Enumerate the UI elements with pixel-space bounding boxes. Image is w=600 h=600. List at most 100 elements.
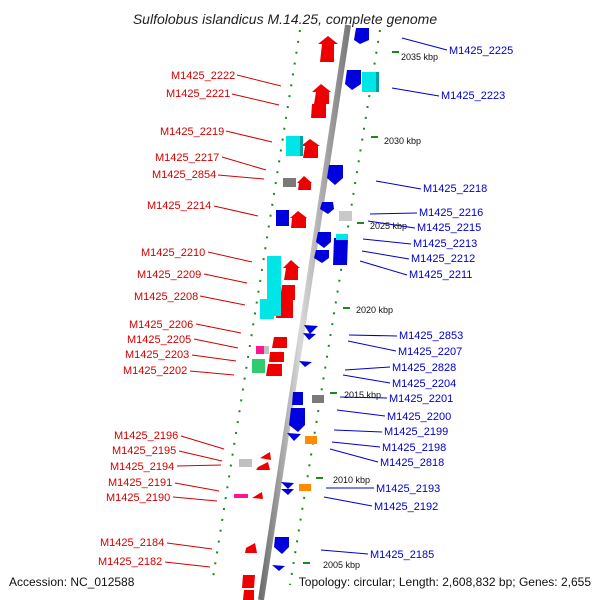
gene-arrow-reverse[interactable]	[316, 232, 331, 248]
gene-arrow-reverse[interactable]	[289, 408, 305, 432]
gene-label[interactable]: M1425_2206	[129, 319, 193, 331]
gene-label[interactable]: M1425_2221	[166, 88, 230, 100]
gene-arrow-forward[interactable]	[297, 176, 312, 183]
gene-arrow-forward[interactable]	[245, 543, 257, 553]
gene-arrow-reverse[interactable]	[281, 489, 294, 495]
gene-label[interactable]: M1425_2204	[392, 378, 456, 390]
kbp-label: 2030 kbp	[384, 136, 421, 146]
gene-label[interactable]: M1425_2223	[441, 90, 505, 102]
pseudo-gene[interactable]	[283, 178, 296, 187]
gene-label[interactable]: M1425_2184	[100, 537, 164, 549]
gene-arrow-reverse[interactable]	[314, 250, 329, 263]
gene-label[interactable]: M1425_2222	[171, 70, 235, 82]
gene-arrow-forward[interactable]	[311, 104, 326, 118]
gene-arrow-reverse[interactable]	[274, 537, 289, 554]
reverse-strand-features	[272, 28, 369, 571]
pseudo-gene[interactable]	[312, 395, 324, 403]
gene-arrow-reverse[interactable]	[333, 238, 348, 265]
gene-block-reverse[interactable]	[276, 210, 289, 226]
rna-feature[interactable]	[362, 72, 376, 92]
gene-arrow-forward[interactable]	[243, 590, 254, 600]
gene-arrow-forward[interactable]	[252, 492, 263, 499]
gene-label[interactable]: M1425_2200	[387, 411, 451, 423]
rna-feature[interactable]	[336, 234, 348, 240]
gene-label[interactable]: M1425_2201	[389, 393, 453, 405]
gene-label[interactable]: M1425_2192	[374, 501, 438, 513]
misc-feature[interactable]	[252, 359, 265, 373]
gene-arrow-forward[interactable]	[242, 575, 255, 588]
gene-arrow-forward[interactable]	[272, 337, 287, 348]
gene-arrow-forward[interactable]	[314, 92, 329, 104]
gene-label[interactable]: M1425_2182	[98, 556, 162, 568]
topology-summary: Topology: circular; Length: 2,608,832 bp…	[299, 575, 592, 589]
pseudo-gene[interactable]	[239, 459, 252, 467]
gene-arrow-reverse[interactable]	[320, 202, 334, 214]
rna-feature[interactable]	[260, 299, 274, 319]
gene-arrow-forward[interactable]	[298, 183, 311, 190]
gene-arrow-forward[interactable]	[280, 285, 295, 300]
gene-label[interactable]: M1425_2207	[398, 346, 462, 358]
pseudo-gene[interactable]	[339, 211, 352, 221]
gene-label[interactable]: M1425_2194	[110, 461, 174, 473]
gene-label[interactable]: M1425_2211	[409, 269, 472, 281]
misc-feature[interactable]	[305, 436, 317, 444]
gene-label[interactable]: M1425_2185	[370, 549, 434, 561]
gene-arrow-forward[interactable]	[301, 139, 320, 146]
gene-label[interactable]: M1425_2217	[155, 152, 219, 164]
gene-label[interactable]: M1425_2212	[411, 253, 475, 265]
gene-arrow-reverse[interactable]	[272, 565, 285, 571]
gene-label[interactable]: M1425_2205	[127, 334, 191, 346]
gene-label[interactable]: M1425_2216	[419, 207, 483, 219]
misc-feature[interactable]	[234, 494, 248, 498]
gene-arrow-forward[interactable]	[320, 44, 334, 62]
gene-label[interactable]: M1425_2219	[160, 126, 224, 138]
gene-label[interactable]: M1425_2203	[125, 349, 189, 361]
gene-arrow-forward[interactable]	[318, 36, 338, 44]
gene-label[interactable]: M1425_2209	[137, 269, 201, 281]
gene-arrow-reverse[interactable]	[345, 70, 361, 90]
gene-label[interactable]: M1425_2193	[376, 483, 440, 495]
gene-label[interactable]: M1425_2225	[449, 45, 513, 57]
gene-arrow-forward[interactable]	[312, 84, 331, 92]
gene-arrow-reverse[interactable]	[327, 165, 343, 185]
left-leader-lines	[164, 74, 282, 568]
gene-arrow-reverse[interactable]	[299, 361, 312, 367]
gene-label[interactable]: M1425_2218	[423, 183, 487, 195]
gene-arrow-forward[interactable]	[266, 364, 282, 376]
gene-arrow-forward[interactable]	[290, 211, 307, 218]
rna-feature[interactable]	[286, 136, 300, 156]
gene-arrow-forward[interactable]	[283, 260, 300, 268]
gene-arrow-reverse[interactable]	[354, 28, 369, 44]
gene-label[interactable]: M1425_2854	[152, 169, 216, 181]
gene-label[interactable]: M1425_2198	[382, 442, 446, 454]
gene-arrow-forward[interactable]	[303, 146, 318, 158]
gene-arrow-forward[interactable]	[260, 452, 271, 460]
gene-label[interactable]: M1425_2195	[112, 445, 176, 457]
gene-label[interactable]: M1425_2196	[114, 430, 178, 442]
gene-arrow-reverse[interactable]	[287, 433, 301, 441]
gene-label[interactable]: M1425_2208	[134, 291, 198, 303]
gene-label[interactable]: M1425_2215	[417, 222, 481, 234]
misc-feature[interactable]	[256, 346, 264, 354]
gene-label[interactable]: M1425_2818	[380, 457, 444, 469]
gene-label[interactable]: M1425_2190	[106, 492, 170, 504]
gene-arrow-forward[interactable]	[256, 462, 270, 470]
gene-arrow-forward[interactable]	[284, 268, 298, 280]
gene-arrow-forward[interactable]	[291, 218, 306, 228]
gene-label[interactable]: M1425_2202	[123, 365, 187, 377]
gene-arrow-reverse[interactable]	[303, 333, 316, 340]
gene-label[interactable]: M1425_2828	[392, 362, 456, 374]
right-gene-labels: M1425_2225 M1425_2223 M1425_2218 M1425_2…	[370, 45, 513, 561]
gene-label[interactable]: M1425_2199	[384, 426, 448, 438]
map-title: Sulfolobus islandicus M.14.25, complete …	[133, 11, 438, 27]
gene-arrow-reverse[interactable]	[292, 392, 303, 405]
gene-label[interactable]: M1425_2213	[413, 238, 477, 250]
gene-label[interactable]: M1425_2853	[399, 330, 463, 342]
gene-label[interactable]: M1425_2191	[108, 477, 172, 489]
gene-arrow-reverse[interactable]	[304, 325, 318, 334]
misc-feature[interactable]	[299, 484, 311, 491]
gene-arrow-reverse[interactable]	[281, 482, 294, 489]
gene-label[interactable]: M1425_2214	[147, 200, 211, 212]
gene-arrow-forward[interactable]	[269, 352, 284, 362]
gene-label[interactable]: M1425_2210	[141, 247, 205, 259]
